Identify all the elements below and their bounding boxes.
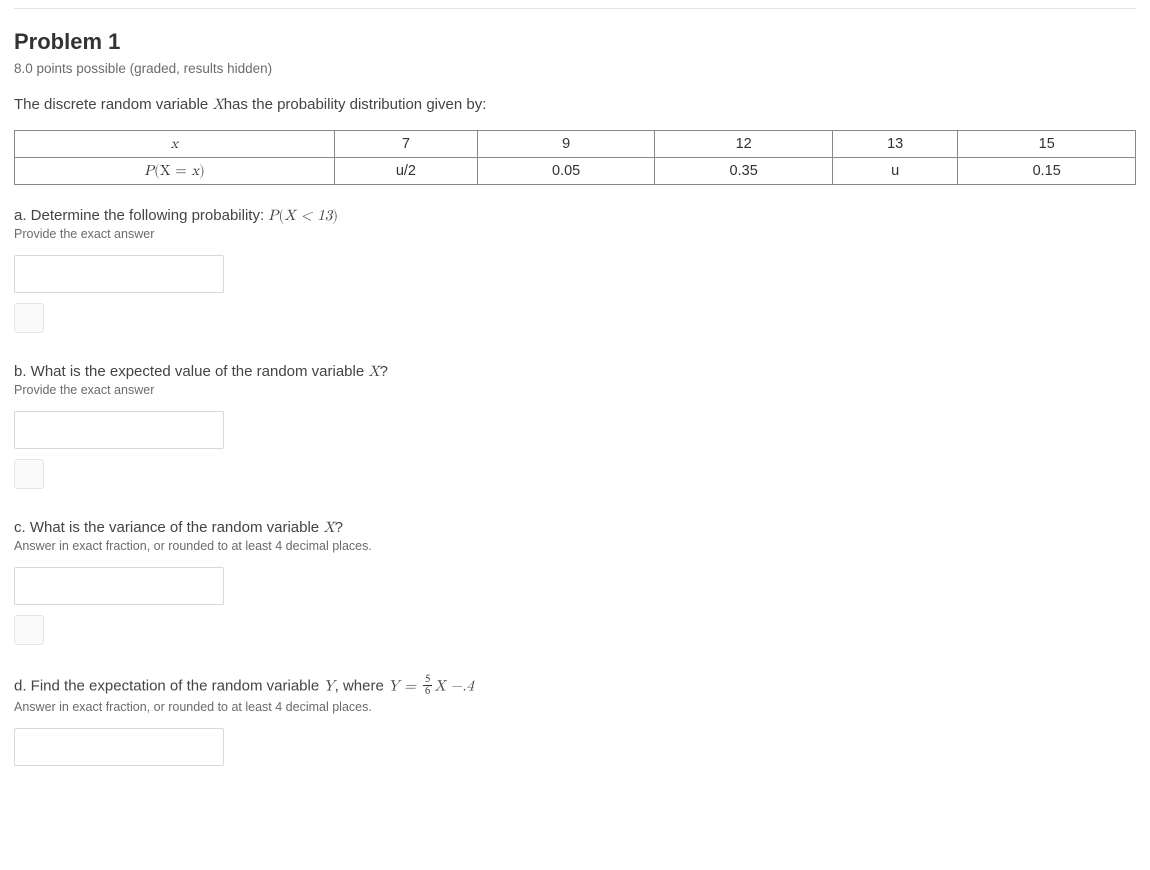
intro-pre: The discrete random variable: [14, 96, 212, 113]
intro-post: has the probability distribution given b…: [224, 96, 487, 113]
qb-var: X: [368, 364, 379, 379]
x-col-1: 9: [477, 131, 655, 158]
qd-hint: Answer in exact fraction, or rounded to …: [14, 700, 1136, 714]
qb-prefix: b. What is the expected value of the ran…: [14, 363, 368, 380]
problem-container: Problem 1 8.0 points possible (graded, r…: [0, 9, 1150, 766]
qc-var: X: [323, 520, 334, 535]
answer-c-input[interactable]: [14, 567, 224, 605]
header-p-x: x: [192, 163, 200, 178]
qd-fraction: 56: [423, 674, 432, 697]
table-row: x 7 9 12 13 15: [15, 131, 1136, 158]
x-col-4: 15: [958, 131, 1136, 158]
header-p-open: (X =: [154, 163, 191, 178]
question-b: b. What is the expected value of the ran…: [14, 363, 1136, 381]
points-line: 8.0 points possible (graded, results hid…: [14, 61, 1136, 76]
header-p: P(X = x): [15, 158, 335, 185]
qc-suffix: ?: [335, 519, 343, 536]
distribution-table: x 7 9 12 13 15 P(X = x) u/2 0.05 0.35 u …: [14, 130, 1136, 185]
qd-lhs: Y =: [388, 678, 421, 693]
qd-frac-den: 6: [423, 686, 432, 697]
header-p-P: P: [144, 163, 154, 178]
question-a: a. Determine the following probability: …: [14, 207, 1136, 225]
qb-suffix: ?: [380, 363, 388, 380]
x-col-2: 12: [655, 131, 833, 158]
qc-prefix: c. What is the variance of the random va…: [14, 519, 323, 536]
answer-d-input[interactable]: [14, 728, 224, 766]
submit-b-button[interactable]: [14, 459, 44, 489]
header-p-close: ): [199, 163, 205, 178]
qc-hint: Answer in exact fraction, or rounded to …: [14, 539, 1136, 553]
qd-Y: Y: [323, 678, 334, 693]
question-d: d. Find the expectation of the random va…: [14, 675, 1136, 698]
p-col-0: u/2: [335, 158, 478, 185]
p-col-4: 0.15: [958, 158, 1136, 185]
header-x-var: x: [171, 136, 179, 151]
intro-var: X: [212, 97, 223, 112]
qd-rhs: X −.4: [434, 678, 474, 693]
qa-close: ): [332, 208, 338, 223]
qb-hint: Provide the exact answer: [14, 383, 1136, 397]
qd-mid: , where: [335, 677, 388, 694]
question-c: c. What is the variance of the random va…: [14, 519, 1136, 537]
qd-prefix: d. Find the expectation of the random va…: [14, 677, 323, 694]
qa-P: P: [268, 208, 278, 223]
answer-a-input[interactable]: [14, 255, 224, 293]
p-col-2: 0.35: [655, 158, 833, 185]
table-row: P(X = x) u/2 0.05 0.35 u 0.15: [15, 158, 1136, 185]
answer-b-input[interactable]: [14, 411, 224, 449]
x-col-3: 13: [832, 131, 957, 158]
p-col-1: 0.05: [477, 158, 655, 185]
submit-c-button[interactable]: [14, 615, 44, 645]
qa-body: X < 13: [284, 208, 332, 223]
qd-frac-num: 5: [423, 674, 432, 686]
p-col-3: u: [832, 158, 957, 185]
submit-a-button[interactable]: [14, 303, 44, 333]
problem-title: Problem 1: [14, 29, 1136, 55]
intro-text: The discrete random variable Xhas the pr…: [14, 96, 1136, 114]
qa-hint: Provide the exact answer: [14, 227, 1136, 241]
qa-prefix: a. Determine the following probability:: [14, 207, 268, 224]
header-x: x: [15, 131, 335, 158]
x-col-0: 7: [335, 131, 478, 158]
